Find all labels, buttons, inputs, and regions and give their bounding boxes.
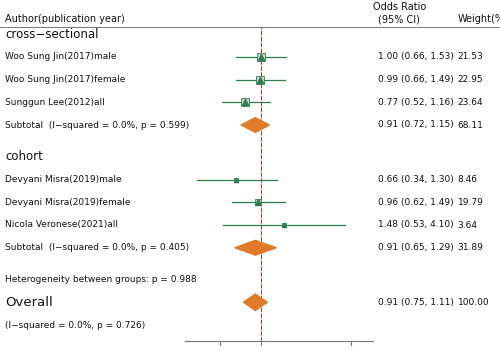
Text: 0.91 (0.65, 1.29): 0.91 (0.65, 1.29)	[378, 243, 453, 252]
Polygon shape	[242, 118, 269, 132]
Text: Sunggun Lee(2012)all: Sunggun Lee(2012)all	[5, 98, 105, 107]
Text: Odds Ratio: Odds Ratio	[374, 2, 426, 12]
Text: Devyani Misra(2019)female: Devyani Misra(2019)female	[5, 198, 130, 207]
Polygon shape	[244, 294, 267, 310]
Text: Author(publication year): Author(publication year)	[5, 14, 125, 24]
Polygon shape	[235, 240, 276, 255]
Text: cohort: cohort	[5, 150, 43, 163]
Text: 100.00: 100.00	[458, 298, 489, 307]
Text: 8.46: 8.46	[458, 175, 477, 184]
Text: (I−squared = 0.0%, p = 0.726): (I−squared = 0.0%, p = 0.726)	[5, 321, 145, 329]
Text: 0.96 (0.62, 1.49): 0.96 (0.62, 1.49)	[378, 198, 453, 207]
Text: Heterogeneity between groups: p = 0.988: Heterogeneity between groups: p = 0.988	[5, 275, 196, 284]
Text: Overall: Overall	[5, 296, 53, 309]
Text: Woo Sung Jin(2017)male: Woo Sung Jin(2017)male	[5, 52, 116, 61]
Text: 68.11: 68.11	[458, 120, 483, 130]
Text: 0.77 (0.52, 1.16): 0.77 (0.52, 1.16)	[378, 98, 453, 107]
Text: 19.79: 19.79	[458, 198, 483, 207]
Text: Subtotal  (I−squared = 0.0%, p = 0.599): Subtotal (I−squared = 0.0%, p = 0.599)	[5, 120, 189, 130]
Text: 21.53: 21.53	[458, 52, 483, 61]
Text: 31.89: 31.89	[458, 243, 483, 252]
Text: 23.64: 23.64	[458, 98, 483, 107]
Text: 0.99 (0.66, 1.49): 0.99 (0.66, 1.49)	[378, 75, 453, 84]
Text: Subtotal  (I−squared = 0.0%, p = 0.405): Subtotal (I−squared = 0.0%, p = 0.405)	[5, 243, 189, 252]
Text: 3.64: 3.64	[458, 220, 477, 230]
Text: (95% CI): (95% CI)	[378, 14, 420, 24]
Text: Devyani Misra(2019)male: Devyani Misra(2019)male	[5, 175, 121, 184]
Text: 1.00 (0.66, 1.53): 1.00 (0.66, 1.53)	[378, 52, 454, 61]
Text: 0.91 (0.72, 1.15): 0.91 (0.72, 1.15)	[378, 120, 453, 130]
Text: 0.66 (0.34, 1.30): 0.66 (0.34, 1.30)	[378, 175, 453, 184]
Text: 0.91 (0.75, 1.11): 0.91 (0.75, 1.11)	[378, 298, 454, 307]
Text: Weight(%): Weight(%)	[458, 14, 500, 24]
Text: cross−sectional: cross−sectional	[5, 28, 98, 41]
Text: Nicola Veronese(2021)all: Nicola Veronese(2021)all	[5, 220, 118, 230]
Text: 1.48 (0.53, 4.10): 1.48 (0.53, 4.10)	[378, 220, 453, 230]
Text: Woo Sung Jin(2017)female: Woo Sung Jin(2017)female	[5, 75, 126, 84]
Text: 22.95: 22.95	[458, 75, 483, 84]
